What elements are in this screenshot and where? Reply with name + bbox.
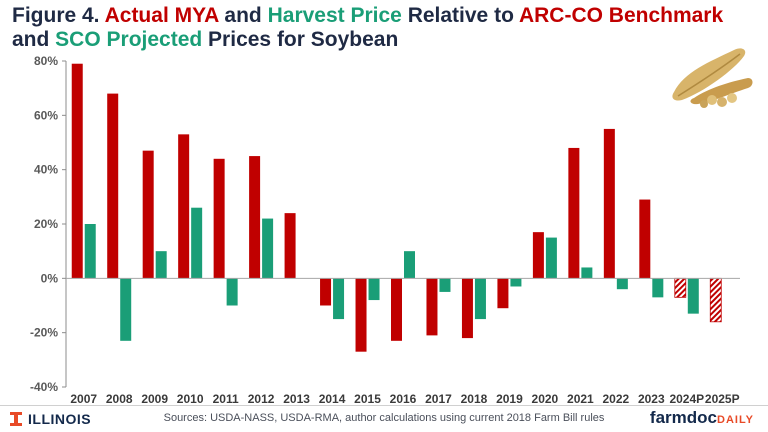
red-bar-2011	[213, 158, 225, 279]
red-bar-2015	[355, 278, 367, 352]
red-bar-2022	[603, 128, 615, 279]
illinois-logo: ILLINOIS	[10, 411, 91, 427]
illinois-text: ILLINOIS	[28, 411, 92, 427]
x-tick-label: 2020	[532, 392, 559, 405]
x-tick-label: 2024P	[669, 392, 704, 405]
x-tick-label: 2025P	[705, 392, 740, 405]
green-bar-2023	[652, 278, 664, 298]
green-bar-2018	[474, 278, 486, 320]
y-tick-label: 80%	[34, 54, 58, 68]
bar-chart: -40%-20%0%20%40%60%80% 2007 2008 2009 2010 2…	[30, 54, 740, 405]
red-bar-2025P	[709, 277, 722, 323]
red-bar-2013	[284, 213, 296, 279]
y-tick-label: -20%	[30, 326, 58, 340]
title-actual-mya: Actual MYA	[104, 4, 219, 27]
x-tick-label: 2018	[461, 392, 488, 405]
y-tick-label: 40%	[34, 163, 58, 177]
x-tick-label: 2015	[354, 392, 381, 405]
red-bar-2019	[497, 278, 509, 309]
x-tick-label: 2011	[213, 392, 239, 405]
farmdoc-brand-suffix: DAILY	[717, 414, 754, 426]
red-bar-2024P	[674, 277, 687, 298]
green-bar-2008	[120, 278, 132, 341]
chart-title: Figure 4. Actual MYA and Harvest Price R…	[12, 4, 752, 52]
green-bar-2010	[191, 207, 203, 279]
red-bar-2010	[178, 134, 190, 279]
green-bar-2009	[155, 251, 167, 279]
x-tick-label: 2008	[106, 392, 133, 405]
red-bar-2012	[249, 156, 261, 279]
title-sco-projected: SCO Projected	[55, 28, 203, 51]
green-bar-2021	[581, 267, 593, 279]
red-bar-2014	[320, 278, 332, 306]
green-bar-2015	[368, 278, 380, 301]
green-bar-2016	[404, 251, 415, 279]
red-bar-2016	[391, 278, 402, 341]
red-bar-2023	[639, 199, 651, 279]
soybean-icon	[672, 48, 753, 108]
title-arc-co-benchmark: ARC-CO Benchmark	[518, 4, 724, 27]
x-tick-label: 2016	[390, 392, 417, 405]
y-tick-label: -40%	[30, 380, 58, 394]
x-tick-label: 2009	[141, 392, 168, 405]
red-bar-2018	[461, 278, 473, 339]
green-bar-2012	[262, 218, 274, 279]
illinois-i-icon	[10, 412, 22, 426]
green-bar-2011	[226, 278, 238, 306]
green-bar-2014	[333, 278, 345, 320]
x-axis: 2007 2008 2009 2010 2011 2012 2013 2014 2015 2016…	[66, 277, 740, 405]
x-tick-label: 2013	[283, 392, 310, 405]
y-axis: -40% -20% 0% 20% 40% 60% 80%	[30, 54, 67, 394]
green-bar-2020	[545, 237, 557, 279]
title-relative-to: Relative to	[401, 4, 519, 27]
green-bar-2019	[510, 278, 522, 287]
y-tick-label: 20%	[34, 217, 58, 231]
x-tick-label: 2014	[319, 392, 346, 405]
x-tick-label: 2010	[177, 392, 204, 405]
y-tick-label: 60%	[34, 108, 58, 122]
green-bar-2022	[616, 278, 628, 290]
green-bar-2024P	[687, 278, 699, 314]
source-note: Sources: USDA-NASS, USDA-RMA, author cal…	[163, 412, 605, 424]
farmdoc-brand: farmdoc	[649, 408, 717, 427]
green-bar-2007	[84, 224, 96, 279]
bars-group	[71, 63, 722, 352]
title-harvest-price: Harvest Price	[267, 4, 402, 27]
red-bar-2017	[426, 278, 438, 336]
title-and-2: and	[12, 28, 56, 51]
red-bar-2021	[568, 147, 580, 279]
x-tick-label: 2022	[602, 392, 629, 405]
red-bar-2007	[71, 63, 83, 279]
green-bar-2017	[439, 278, 451, 292]
x-tick-label: 2021	[567, 392, 594, 405]
footer-divider	[0, 405, 768, 406]
title-figure-label: Figure 4.	[12, 4, 100, 27]
title-and-1: and	[218, 4, 268, 27]
y-tick-label: 0%	[41, 271, 59, 285]
x-tick-label: 2007	[70, 392, 97, 405]
title-end: Prices for Soybean	[202, 28, 399, 51]
red-bar-2008	[107, 93, 119, 279]
farmdoc-daily-logo: farmdocDAILY	[650, 408, 754, 428]
x-tick-label: 2019	[496, 392, 523, 405]
red-bar-2020	[532, 232, 544, 279]
x-tick-label: 2023	[638, 392, 665, 405]
red-bar-2009	[142, 150, 154, 279]
x-tick-label: 2017	[425, 392, 452, 405]
x-tick-label: 2012	[248, 392, 275, 405]
